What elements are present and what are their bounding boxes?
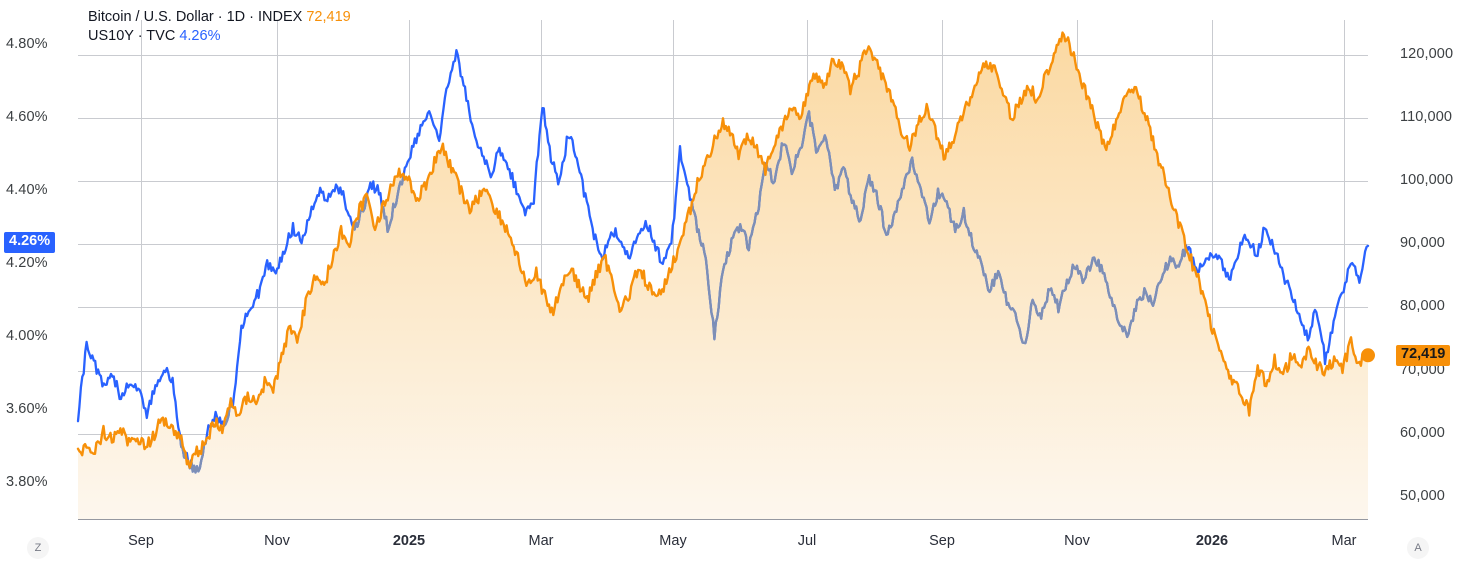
legend-row-bitcoin[interactable]: Bitcoin / U.S. Dollar · 1D · INDEX 72,41… — [88, 8, 351, 27]
right-axis-tick: 120,000 — [1400, 45, 1454, 62]
time-axis-tick: Nov — [1064, 533, 1090, 549]
left-axis-tick: 3.80% — [6, 473, 48, 490]
time-axis-tick: 2026 — [1195, 533, 1229, 549]
right-axis-tick: 50,000 — [1400, 487, 1445, 504]
time-axis-tick: Jul — [797, 533, 817, 549]
time-axis-tick: May — [659, 533, 687, 549]
time-axis-tick: Sep — [929, 533, 955, 549]
us10y-price-tag[interactable]: 4.26% — [4, 232, 56, 254]
right-axis-tick: 80,000 — [1400, 298, 1445, 315]
left-axis-tick: 4.20% — [6, 255, 48, 272]
time-axis-tick: Nov — [264, 533, 290, 549]
timezone-button[interactable]: Z — [27, 537, 49, 559]
legend-bitcoin-label: Bitcoin / U.S. Dollar · 1D · INDEX — [88, 9, 303, 25]
bitcoin-price-tag[interactable]: 72,419 — [1396, 345, 1451, 367]
left-axis-tick: 4.00% — [6, 327, 48, 344]
right-axis-tick: 60,000 — [1400, 424, 1445, 441]
left-axis-tick: 4.40% — [6, 182, 48, 199]
right-axis-tick: 110,000 — [1400, 108, 1453, 125]
time-axis-tick: Mar — [528, 533, 554, 549]
right-axis-tick: 100,000 — [1400, 172, 1454, 189]
legend: Bitcoin / U.S. Dollar · 1D · INDEX 72,41… — [88, 8, 351, 46]
left-axis-tick: 3.60% — [6, 400, 48, 417]
left-axis-tick: 4.80% — [6, 36, 48, 53]
auto-scale-button[interactable]: A — [1407, 537, 1429, 559]
legend-us10y-value: 4.26% — [179, 28, 221, 44]
legend-us10y-label: US10Y · TVC — [88, 28, 176, 44]
bitcoin-line — [76, 31, 1370, 469]
legend-bitcoin-value: 72,419 — [306, 9, 351, 25]
time-axis-tick: Sep — [128, 533, 154, 549]
legend-row-us10y[interactable]: US10Y · TVC 4.26% — [88, 27, 351, 46]
right-axis-tick: 90,000 — [1400, 235, 1445, 252]
time-axis-tick: Mar — [1331, 533, 1357, 549]
time-axis-tick: 2025 — [392, 533, 426, 549]
bitcoin-last-point-marker — [1361, 348, 1375, 363]
left-axis-tick: 4.60% — [6, 109, 48, 126]
